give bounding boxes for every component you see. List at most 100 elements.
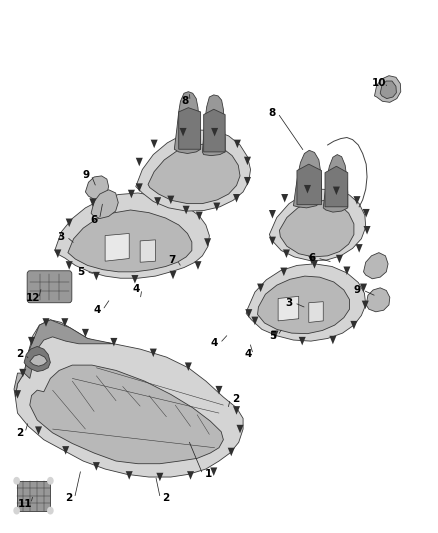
Polygon shape	[28, 337, 35, 345]
Circle shape	[48, 507, 53, 514]
Polygon shape	[215, 386, 223, 394]
Polygon shape	[66, 219, 73, 227]
Polygon shape	[35, 426, 42, 435]
Text: 4: 4	[133, 284, 140, 294]
Text: 2: 2	[16, 350, 23, 359]
Polygon shape	[210, 467, 217, 476]
Polygon shape	[187, 471, 194, 480]
Polygon shape	[329, 336, 336, 344]
Polygon shape	[17, 481, 50, 511]
Text: 10: 10	[372, 78, 387, 87]
Polygon shape	[233, 194, 240, 203]
Circle shape	[48, 478, 53, 484]
Polygon shape	[269, 210, 276, 219]
Polygon shape	[174, 92, 201, 154]
Polygon shape	[151, 140, 158, 148]
Polygon shape	[311, 260, 318, 269]
Polygon shape	[126, 471, 133, 480]
Polygon shape	[366, 288, 390, 312]
Polygon shape	[258, 276, 350, 334]
Polygon shape	[140, 240, 155, 262]
Text: 2: 2	[162, 494, 169, 503]
Polygon shape	[30, 365, 223, 464]
Text: 4: 4	[94, 305, 101, 315]
Polygon shape	[380, 81, 396, 99]
Polygon shape	[183, 206, 190, 214]
Polygon shape	[136, 130, 251, 211]
Polygon shape	[251, 317, 258, 325]
Polygon shape	[148, 144, 240, 204]
Polygon shape	[374, 76, 401, 102]
Polygon shape	[280, 268, 287, 276]
Polygon shape	[24, 320, 114, 378]
Polygon shape	[297, 164, 321, 205]
Text: 4: 4	[244, 350, 251, 359]
Polygon shape	[204, 238, 211, 247]
Polygon shape	[202, 95, 225, 156]
Polygon shape	[269, 189, 366, 261]
Polygon shape	[66, 261, 73, 270]
Text: 11: 11	[18, 499, 33, 508]
Polygon shape	[136, 183, 143, 192]
Polygon shape	[24, 346, 50, 372]
Polygon shape	[85, 176, 109, 199]
Polygon shape	[234, 140, 241, 148]
Polygon shape	[323, 155, 348, 212]
Polygon shape	[363, 209, 370, 217]
Polygon shape	[14, 373, 24, 397]
Polygon shape	[281, 194, 288, 203]
Circle shape	[14, 478, 19, 484]
Polygon shape	[91, 190, 118, 219]
Polygon shape	[179, 108, 201, 149]
Text: 9: 9	[354, 285, 361, 295]
Polygon shape	[244, 157, 251, 165]
Polygon shape	[308, 256, 315, 264]
Polygon shape	[54, 249, 61, 258]
Polygon shape	[196, 212, 203, 220]
Polygon shape	[42, 318, 49, 327]
Polygon shape	[136, 158, 143, 166]
Polygon shape	[213, 203, 220, 211]
Polygon shape	[211, 128, 218, 136]
Polygon shape	[283, 249, 290, 258]
Text: 12: 12	[26, 294, 41, 303]
Text: 8: 8	[269, 108, 276, 118]
Polygon shape	[55, 193, 209, 278]
Polygon shape	[61, 318, 68, 327]
Polygon shape	[105, 233, 129, 261]
Text: 3: 3	[58, 232, 65, 241]
Polygon shape	[278, 296, 299, 321]
Polygon shape	[279, 200, 354, 257]
Polygon shape	[19, 369, 26, 377]
Polygon shape	[257, 284, 264, 292]
Polygon shape	[110, 338, 117, 346]
Text: 2: 2	[66, 494, 73, 503]
Polygon shape	[309, 302, 323, 322]
Text: 2: 2	[232, 394, 239, 403]
Polygon shape	[30, 354, 47, 366]
Polygon shape	[89, 198, 96, 207]
Polygon shape	[364, 253, 388, 279]
Polygon shape	[299, 337, 306, 345]
Polygon shape	[170, 271, 177, 279]
Circle shape	[14, 507, 19, 514]
Text: 6: 6	[308, 253, 315, 263]
Polygon shape	[204, 109, 225, 152]
Polygon shape	[14, 390, 21, 399]
Polygon shape	[233, 406, 240, 415]
Polygon shape	[293, 150, 321, 208]
Polygon shape	[350, 321, 357, 329]
Text: 5: 5	[78, 267, 85, 277]
Text: 5: 5	[269, 331, 276, 341]
Polygon shape	[333, 187, 340, 195]
Polygon shape	[343, 266, 350, 275]
Text: 1: 1	[205, 470, 212, 479]
Polygon shape	[82, 329, 89, 337]
Polygon shape	[194, 261, 201, 270]
Polygon shape	[244, 177, 251, 185]
Polygon shape	[156, 473, 163, 481]
Polygon shape	[360, 284, 367, 292]
Polygon shape	[336, 255, 343, 263]
Text: 9: 9	[82, 170, 89, 180]
Polygon shape	[128, 190, 135, 198]
